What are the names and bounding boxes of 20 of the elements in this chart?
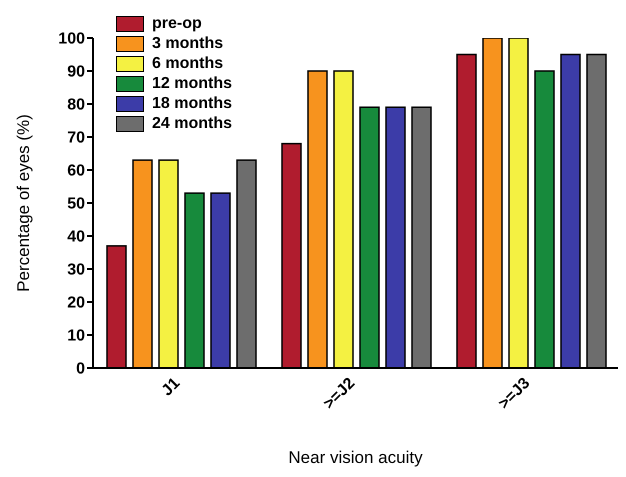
y-tick-label: 60 xyxy=(67,162,86,180)
y-tick-label: 80 xyxy=(67,96,86,114)
y-tick-label: 40 xyxy=(67,228,86,246)
y-tick-label: 20 xyxy=(67,294,86,312)
y-axis-title: Percentage of eyes (%) xyxy=(14,114,34,292)
x-axis-title: Near vision acuity xyxy=(288,448,424,467)
legend-label: 18 months xyxy=(152,94,232,114)
legend-label: 6 months xyxy=(152,54,224,74)
y-tick-label: 0 xyxy=(76,360,86,378)
y-tick-label: 30 xyxy=(67,262,86,279)
legend-label: 24 months xyxy=(152,114,232,134)
x-tick-label: J1 xyxy=(158,374,184,400)
y-tick-label: 50 xyxy=(67,196,86,213)
y-tick-label: 90 xyxy=(67,64,86,81)
legend-label: 12 months xyxy=(152,74,232,94)
legend-label: 3 months xyxy=(152,34,224,54)
y-tick-label: 10 xyxy=(67,328,86,345)
y-tick-label: 70 xyxy=(67,130,86,147)
y-tick-label: 100 xyxy=(58,30,86,48)
legend-label: pre-op xyxy=(152,14,202,34)
